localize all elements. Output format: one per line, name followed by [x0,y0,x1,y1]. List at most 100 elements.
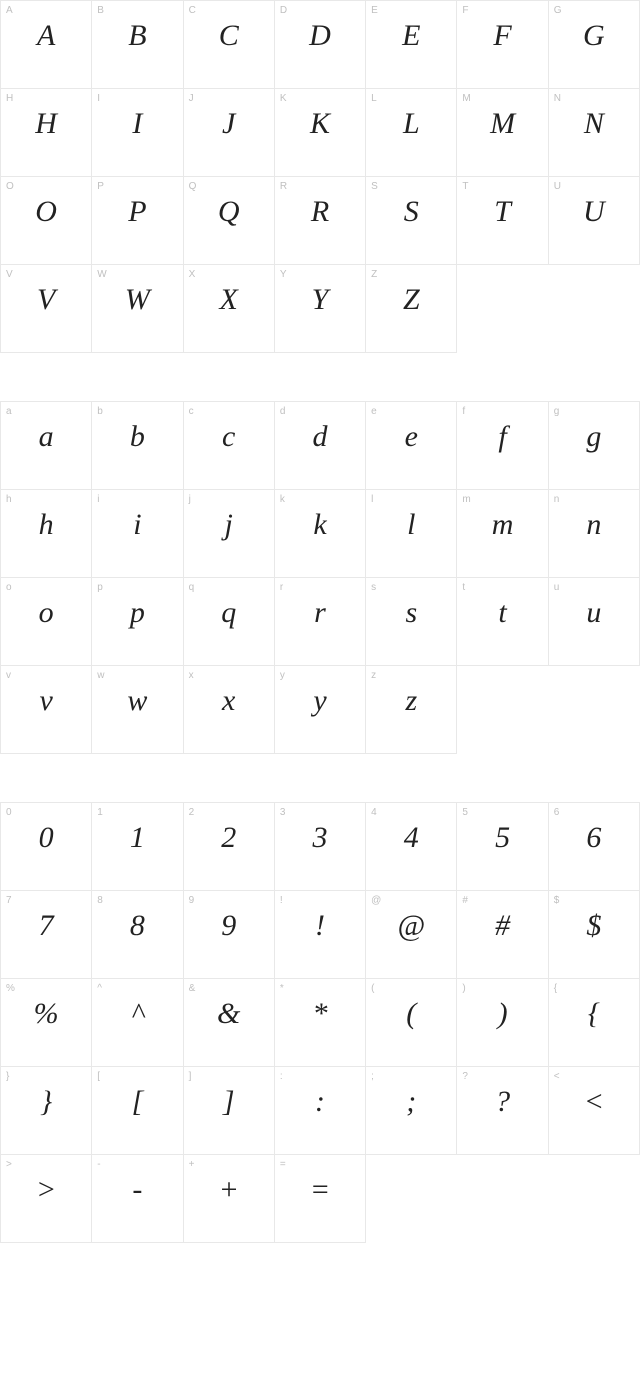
glyph-cell[interactable]: JJ [184,89,275,177]
glyph-display: 3 [275,821,365,855]
glyph-cell[interactable]: KK [275,89,366,177]
glyph-cell[interactable]: ww [92,666,183,754]
glyph-cell[interactable]: (( [366,979,457,1067]
glyph-cell[interactable]: zz [366,666,457,754]
glyph-label: = [280,1159,286,1170]
glyph-cell[interactable]: GG [549,1,640,89]
glyph-cell[interactable]: jj [184,490,275,578]
glyph-cell[interactable]: !! [275,891,366,979]
glyph-cell[interactable]: uu [549,578,640,666]
glyph-display: f [457,420,547,454]
glyph-cell[interactable]: CC [184,1,275,89]
glyph-label: w [97,670,104,681]
glyph-cell[interactable]: == [275,1155,366,1243]
glyph-cell[interactable]: bb [92,402,183,490]
glyph-display: m [457,508,547,542]
glyph-cell[interactable]: FF [457,1,548,89]
glyph-cell[interactable]: @@ [366,891,457,979]
glyph-display: * [275,997,365,1031]
glyph-cell[interactable]: 77 [1,891,92,979]
glyph-cell[interactable]: << [549,1067,640,1155]
glyph-cell[interactable]: ee [366,402,457,490]
glyph-cell[interactable]: BB [92,1,183,89]
glyph-label: F [462,5,468,16]
glyph-display: r [275,596,365,630]
glyph-cell[interactable]: XX [184,265,275,353]
glyph-cell[interactable]: 44 [366,803,457,891]
glyph-grid: AABBCCDDEEFFGG HHIIJJKKLLMMNN OOPPQQRRSSTT… [0,0,640,353]
glyph-cell[interactable]: :: [275,1067,366,1155]
glyph-cell[interactable]: ]] [184,1067,275,1155]
glyph-cell[interactable]: ll [366,490,457,578]
glyph-label: H [6,93,13,104]
glyph-cell[interactable]: QQ [184,177,275,265]
glyph-cell[interactable]: }} [1,1067,92,1155]
glyph-cell[interactable]: MM [457,89,548,177]
glyph-cell[interactable]: && [184,979,275,1067]
glyph-display: S [366,195,456,229]
glyph-cell[interactable]: 88 [92,891,183,979]
glyph-cell[interactable]: SS [366,177,457,265]
glyph-cell[interactable]: ;; [366,1067,457,1155]
glyph-display: 0 [1,821,91,855]
glyph-cell[interactable]: ** [275,979,366,1067]
glyph-cell[interactable]: UU [549,177,640,265]
glyph-cell[interactable]: PP [92,177,183,265]
glyph-cell[interactable]: 00 [1,803,92,891]
glyph-display: b [92,420,182,454]
glyph-cell[interactable]: OO [1,177,92,265]
glyph-cell[interactable]: ## [457,891,548,979]
glyph-cell[interactable]: gg [549,402,640,490]
glyph-cell[interactable]: hh [1,490,92,578]
glyph-cell[interactable]: YY [275,265,366,353]
glyph-cell[interactable]: ii [92,490,183,578]
glyph-cell[interactable]: NN [549,89,640,177]
glyph-label: f [462,406,465,417]
glyph-cell[interactable]: ZZ [366,265,457,353]
glyph-cell[interactable]: ss [366,578,457,666]
glyph-cell[interactable]: mm [457,490,548,578]
glyph-cell[interactable]: %% [1,979,92,1067]
glyph-cell[interactable]: qq [184,578,275,666]
glyph-cell[interactable]: >> [1,1155,92,1243]
glyph-cell[interactable]: 33 [275,803,366,891]
glyph-cell[interactable]: RR [275,177,366,265]
glyph-cell[interactable]: 22 [184,803,275,891]
glyph-cell[interactable]: ^^ [92,979,183,1067]
glyph-cell[interactable]: tt [457,578,548,666]
glyph-cell[interactable]: VV [1,265,92,353]
glyph-cell[interactable]: II [92,89,183,177]
glyph-cell[interactable]: LL [366,89,457,177]
glyph-cell[interactable]: $$ [549,891,640,979]
glyph-cell[interactable]: 99 [184,891,275,979]
glyph-cell[interactable]: xx [184,666,275,754]
glyph-cell[interactable]: kk [275,490,366,578]
glyph-cell[interactable]: dd [275,402,366,490]
glyph-cell[interactable]: ++ [184,1155,275,1243]
glyph-cell[interactable]: {{ [549,979,640,1067]
glyph-cell[interactable]: TT [457,177,548,265]
glyph-cell[interactable]: oo [1,578,92,666]
glyph-cell[interactable]: DD [275,1,366,89]
glyph-cell[interactable]: AA [1,1,92,89]
glyph-cell[interactable]: cc [184,402,275,490]
glyph-cell[interactable]: ff [457,402,548,490]
glyph-cell[interactable]: )) [457,979,548,1067]
glyph-cell[interactable]: vv [1,666,92,754]
glyph-cell[interactable]: rr [275,578,366,666]
glyph-cell[interactable]: ?? [457,1067,548,1155]
glyph-cell[interactable]: pp [92,578,183,666]
glyph-cell[interactable]: 66 [549,803,640,891]
glyph-label: B [97,5,104,16]
glyph-cell[interactable]: EE [366,1,457,89]
glyph-cell[interactable]: WW [92,265,183,353]
glyph-cell[interactable]: HH [1,89,92,177]
glyph-cell[interactable]: yy [275,666,366,754]
glyph-cell[interactable]: nn [549,490,640,578]
glyph-cell[interactable]: -- [92,1155,183,1243]
glyph-cell[interactable]: [[ [92,1067,183,1155]
glyph-cell[interactable]: aa [1,402,92,490]
empty-cell [366,1155,457,1243]
glyph-cell[interactable]: 11 [92,803,183,891]
glyph-cell[interactable]: 55 [457,803,548,891]
